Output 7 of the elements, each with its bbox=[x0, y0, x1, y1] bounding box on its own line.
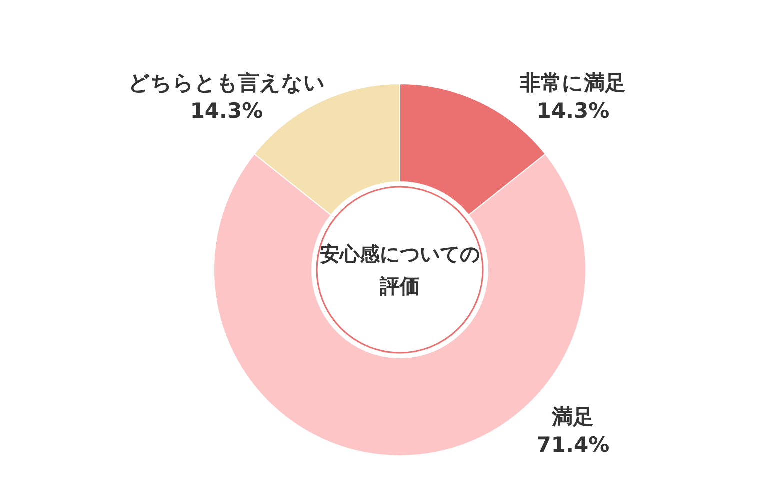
data-label: 14.3% bbox=[536, 98, 611, 125]
slice-label: どちらとも言えない bbox=[128, 70, 326, 97]
data-label: 71.4% bbox=[536, 432, 610, 460]
slice-label: 非常に満足 bbox=[520, 70, 626, 97]
slice-label: 満足 bbox=[550, 404, 596, 432]
data-label: 14.3% bbox=[189, 98, 264, 125]
text: 安心感についての評価 bbox=[319, 241, 481, 300]
